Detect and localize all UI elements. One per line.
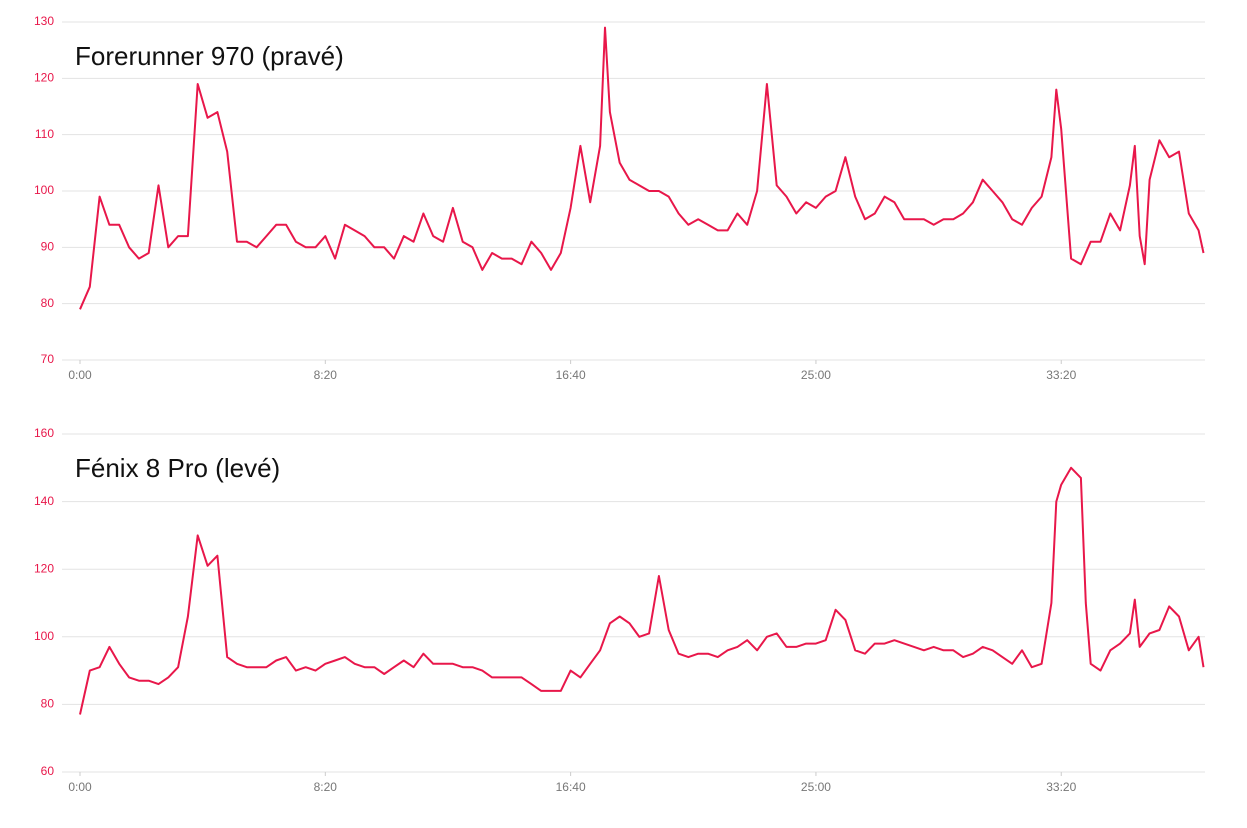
y-tick-label: 120 (34, 561, 54, 575)
y-tick-label: 80 (41, 697, 55, 711)
x-tick-label: 16:40 (556, 780, 586, 794)
line-series (79, 26, 1205, 310)
y-tick-label: 60 (41, 764, 55, 778)
y-tick-label: 140 (34, 494, 54, 508)
x-tick-label: 0:00 (68, 780, 92, 794)
x-tick-label: 33:20 (1046, 780, 1076, 794)
x-tick-label: 8:20 (314, 368, 338, 382)
y-tick-label: 100 (34, 183, 54, 197)
y-tick-label: 90 (41, 240, 55, 254)
x-tick-label: 16:40 (556, 368, 586, 382)
y-tick-label: 160 (34, 426, 54, 440)
chart-title: Fénix 8 Pro (levé) (75, 453, 280, 483)
x-tick-label: 25:00 (801, 780, 831, 794)
y-tick-label: 80 (41, 296, 55, 310)
x-tick-label: 0:00 (68, 368, 92, 382)
y-tick-label: 110 (35, 127, 54, 141)
y-tick-label: 70 (41, 352, 55, 366)
y-tick-label: 120 (34, 71, 54, 85)
y-tick-label: 100 (34, 629, 54, 643)
x-tick-label: 8:20 (314, 780, 338, 794)
line-series (79, 466, 1205, 715)
y-tick-label: 130 (34, 14, 54, 28)
x-tick-label: 33:20 (1046, 368, 1076, 382)
x-tick-label: 25:00 (801, 368, 831, 382)
chart-title: Forerunner 970 (pravé) (75, 41, 344, 71)
